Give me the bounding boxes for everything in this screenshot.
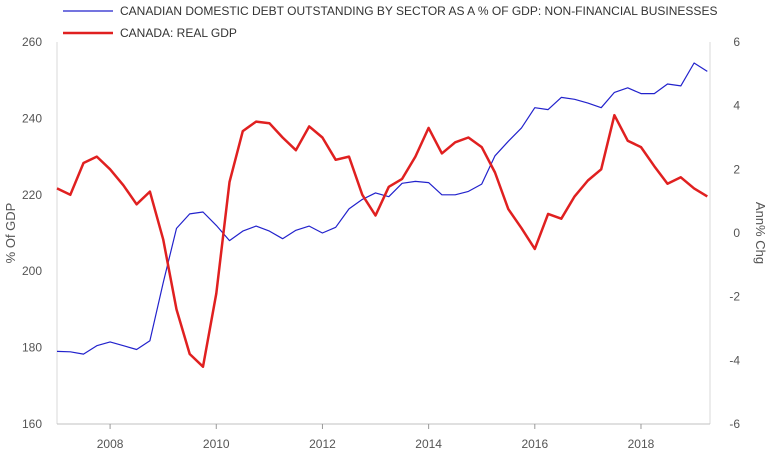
- y-left-tick-label: 200: [22, 264, 42, 278]
- y-left-tick-label: 240: [22, 111, 42, 125]
- series-line-gdp: [56, 113, 708, 368]
- y-right-tick-label: -2: [729, 290, 740, 304]
- legend: CANADIAN DOMESTIC DEBT OUTSTANDING BY SE…: [63, 4, 717, 40]
- y-right-tick-label: 2: [733, 162, 740, 176]
- y-left-tick-label: 160: [22, 417, 42, 431]
- x-axis-ticks: 2008 2010 2012 2014 2016 2018: [97, 424, 655, 451]
- y-right-tick-label: -6: [729, 417, 740, 431]
- y-left-tick-label: 220: [22, 188, 42, 202]
- series-line-debt: [56, 62, 708, 355]
- x-tick-label: 2008: [97, 437, 124, 451]
- legend-label-gdp: CANADA: REAL GDP: [120, 26, 237, 40]
- y-right-tick-label: 4: [733, 99, 740, 113]
- y-left-tick-label: 180: [22, 341, 42, 355]
- x-tick-label: 2010: [203, 437, 230, 451]
- y-axis-left-ticks: 260 240 220 200 180 160: [22, 35, 42, 431]
- y-axis-right-ticks: 6 4 2 0 -2 -4 -6: [729, 35, 740, 431]
- x-tick-label: 2016: [521, 437, 548, 451]
- x-tick-label: 2018: [628, 437, 655, 451]
- x-tick-label: 2012: [309, 437, 336, 451]
- legend-label-debt: CANADIAN DOMESTIC DEBT OUTSTANDING BY SE…: [120, 4, 717, 18]
- y-axis-left-title: % Of GDP: [3, 203, 18, 264]
- y-right-tick-label: -4: [729, 353, 740, 367]
- y-left-tick-label: 260: [22, 35, 42, 49]
- y-axis-right-title: Ann% Chg: [753, 202, 768, 264]
- x-tick-label: 2014: [415, 437, 442, 451]
- y-right-tick-label: 0: [733, 226, 740, 240]
- y-right-tick-label: 6: [733, 35, 740, 49]
